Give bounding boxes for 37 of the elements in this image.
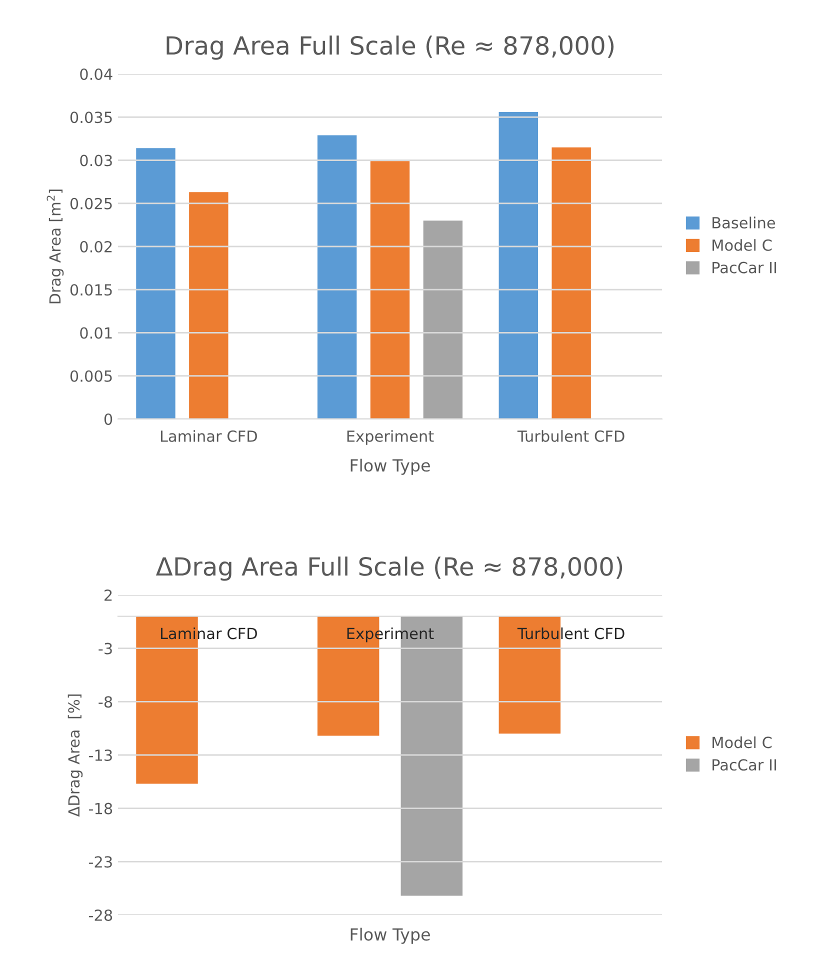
y-tick-label: 0.035 bbox=[70, 112, 112, 124]
y-tick-label: -3 bbox=[98, 642, 112, 654]
legend-label: PacCar II bbox=[712, 262, 776, 274]
y-tick-label: -13 bbox=[88, 749, 112, 762]
y-tick-label: -23 bbox=[88, 856, 112, 868]
x-tick-label: Laminar CFD bbox=[160, 430, 257, 442]
bar bbox=[370, 161, 410, 419]
legend-label: PacCar II bbox=[712, 759, 776, 771]
y-tick-label: 0 bbox=[104, 413, 112, 426]
y-tick-label: -8 bbox=[98, 696, 112, 708]
chart-title: ΔDrag Area Full Scale (Re ≈ 878,000) bbox=[156, 556, 622, 581]
y-tick-label: 0.02 bbox=[80, 240, 112, 253]
bar bbox=[317, 135, 357, 419]
y-tick-label: 2 bbox=[104, 589, 112, 601]
bar bbox=[189, 192, 228, 419]
legend-label: Model C bbox=[712, 239, 772, 251]
x-tick-label: Experiment bbox=[347, 430, 434, 445]
x-axis-title: Flow Type bbox=[350, 458, 430, 475]
y-axis-title: Drag Area [m$^{2}$] bbox=[46, 190, 64, 304]
y-tick-label: 0.025 bbox=[70, 198, 112, 210]
chart-title: Drag Area Full Scale (Re ≈ 878,000) bbox=[166, 36, 614, 60]
legend-label: Baseline bbox=[712, 216, 776, 229]
y-axis-title: ΔDrag Area [%] bbox=[68, 694, 83, 817]
y-tick-label: 0.01 bbox=[80, 327, 112, 339]
y-tick-label: -18 bbox=[88, 802, 112, 814]
y-tick-label: 0.005 bbox=[70, 370, 112, 382]
legend-label: Model C bbox=[712, 736, 772, 748]
x-tick-label: Turbulent CFD bbox=[517, 430, 624, 442]
bar bbox=[498, 112, 538, 419]
y-tick-label: 0.015 bbox=[70, 284, 112, 296]
bar bbox=[552, 147, 591, 419]
y-tick-label: 0.04 bbox=[80, 68, 112, 80]
bar bbox=[423, 220, 463, 419]
y-tick-label: 0.03 bbox=[80, 154, 112, 166]
bar bbox=[136, 148, 176, 419]
y-tick-label: -28 bbox=[88, 909, 112, 922]
x-axis-title: Flow Type bbox=[350, 928, 430, 944]
